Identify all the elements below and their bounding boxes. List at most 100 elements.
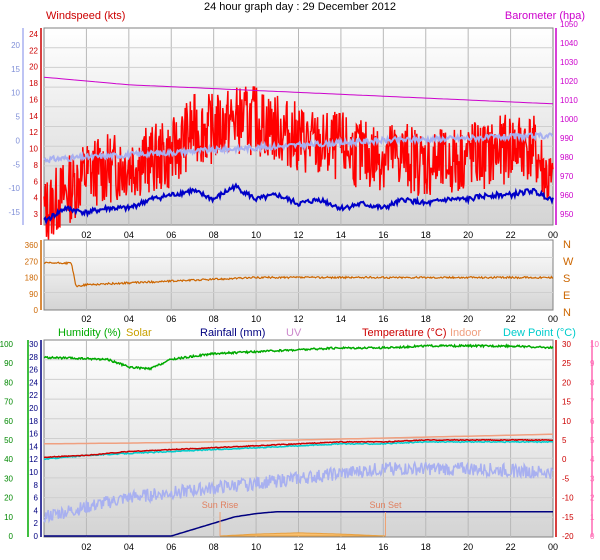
legend-label: Solar — [126, 327, 152, 339]
windspeed-y-tick-label: 22 — [29, 46, 38, 55]
barometer-axis-label: Barometer (hpa) — [505, 10, 585, 22]
humidity-y-tick-label: 70 — [4, 398, 13, 407]
x-tick-label: 22 — [506, 314, 516, 324]
temp-overlay-y-tick-label: 10 — [11, 89, 20, 98]
x-tick-label: 20 — [463, 230, 473, 240]
rainfall-y-tick-label: 28 — [29, 353, 38, 362]
x-tick-label: 02 — [81, 542, 91, 552]
humidity-y-tick-label: 20 — [4, 494, 13, 503]
x-tick-label: 02 — [81, 230, 91, 240]
barometer-y-tick-label: 1010 — [560, 96, 578, 105]
barometer-y-tick-label: 1020 — [560, 77, 578, 86]
direction-y-tick-label: 270 — [25, 257, 39, 266]
direction-y-tick-label: 0 — [34, 306, 39, 315]
x-tick-label: 18 — [421, 314, 431, 324]
x-tick-label: 22 — [506, 542, 516, 552]
humidity-y-tick-label: 80 — [4, 378, 13, 387]
temperature-y-tick-label: -5 — [562, 474, 570, 483]
humidity-y-tick-label: 40 — [4, 455, 13, 464]
direction-y-tick-label: 180 — [25, 274, 39, 283]
solar-series — [219, 532, 386, 537]
rainfall-series — [44, 510, 553, 537]
x-tick-label: 04 — [124, 314, 134, 324]
legend-label: Indoor — [450, 327, 482, 339]
humidity-y-tick-label: 30 — [4, 474, 13, 483]
rainfall-y-tick-label: 8 — [34, 481, 39, 490]
barometer-y-tick-label: 1030 — [560, 58, 578, 67]
windspeed-y-tick-label: 18 — [29, 79, 38, 88]
barometer-y-tick-label: 980 — [560, 153, 574, 162]
x-tick-label: 12 — [293, 230, 303, 240]
temp-right-y-tick-label: 2 — [590, 494, 595, 503]
temp-right-y-tick-label: 0 — [590, 532, 595, 541]
temp-overlay-y-tick-label: -15 — [8, 208, 20, 217]
compass-label: N — [563, 239, 571, 251]
temp-overlay-y-tick-label: -5 — [13, 160, 21, 169]
rainfall-y-tick-label: 0 — [34, 532, 39, 541]
windspeed-y-tick-label: 8 — [34, 161, 39, 170]
x-tick-label: 04 — [124, 542, 134, 552]
barometer-y-tick-label: 990 — [560, 134, 574, 143]
x-tick-label: 00 — [548, 314, 558, 324]
temperature-y-tick-label: -10 — [562, 494, 574, 503]
x-tick-label: 08 — [209, 314, 219, 324]
humidity-y-tick-label: 60 — [4, 417, 13, 426]
page-title: 24 hour graph day : 29 December 2012 — [204, 1, 396, 13]
temperature-series — [43, 438, 554, 459]
legend-label: Dew Point (°C) — [503, 327, 576, 339]
rainfall-y-tick-label: 10 — [29, 468, 38, 477]
indoor-series — [44, 433, 554, 445]
temp-overlay-lower-series — [43, 460, 554, 524]
temp-right-y-tick-label: 4 — [590, 455, 595, 464]
x-tick-label: 22 — [506, 230, 516, 240]
wind-direction-series — [43, 261, 554, 288]
x-tick-label: 00 — [548, 230, 558, 240]
sun-event-label: Sun Rise — [202, 500, 239, 510]
windspeed-y-tick-label: 16 — [29, 95, 38, 104]
compass-label: S — [563, 273, 570, 285]
windspeed-average-series — [43, 182, 554, 226]
rainfall-y-tick-label: 4 — [34, 506, 39, 515]
direction-y-tick-label: 90 — [29, 290, 38, 299]
temperature-y-tick-label: 15 — [562, 398, 571, 407]
rainfall-y-tick-label: 6 — [34, 494, 39, 503]
rainfall-y-tick-label: 22 — [29, 391, 38, 400]
x-tick-label: 06 — [166, 230, 176, 240]
x-tick-label: 08 — [209, 542, 219, 552]
x-tick-label: 14 — [336, 230, 346, 240]
humidity-y-tick-label: 90 — [4, 359, 13, 368]
humidity-y-tick-label: 0 — [9, 532, 14, 541]
compass-label: W — [563, 256, 574, 268]
temp-right-y-tick-label: 8 — [590, 378, 595, 387]
compass-label: E — [563, 290, 570, 302]
temp-overlay-y-tick-label: -10 — [8, 184, 20, 193]
x-tick-label: 18 — [421, 230, 431, 240]
rainfall-y-tick-label: 20 — [29, 404, 38, 413]
barometer-y-tick-label: 1000 — [560, 115, 578, 124]
barometer-y-tick-label: 1040 — [560, 39, 578, 48]
humidity-series — [43, 343, 554, 371]
x-tick-label: 04 — [124, 230, 134, 240]
humidity-y-tick-label: 10 — [4, 513, 13, 522]
x-tick-label: 14 — [336, 314, 346, 324]
rainfall-y-tick-label: 26 — [29, 366, 38, 375]
windspeed-y-tick-label: 24 — [29, 30, 38, 39]
rainfall-y-tick-label: 12 — [29, 455, 38, 464]
direction-y-tick-label: 360 — [25, 241, 39, 250]
x-tick-label: 06 — [166, 542, 176, 552]
x-tick-label: 18 — [421, 542, 431, 552]
windspeed-y-tick-label: 12 — [29, 128, 38, 137]
temp-overlay-y-tick-label: 15 — [11, 65, 20, 74]
temperature-y-tick-label: 25 — [562, 359, 571, 368]
windspeed-y-tick-label: 14 — [29, 112, 38, 121]
x-tick-label: 14 — [336, 542, 346, 552]
windspeed-y-tick-label: 10 — [29, 145, 38, 154]
x-tick-label: 06 — [166, 314, 176, 324]
rainfall-y-tick-label: 30 — [29, 340, 38, 349]
windspeed-y-tick-label: 6 — [34, 177, 39, 186]
barometer-y-tick-label: 970 — [560, 172, 574, 181]
x-tick-label: 08 — [209, 230, 219, 240]
windspeed-y-tick-label: 3 — [34, 210, 39, 219]
rainfall-y-tick-label: 24 — [29, 378, 38, 387]
